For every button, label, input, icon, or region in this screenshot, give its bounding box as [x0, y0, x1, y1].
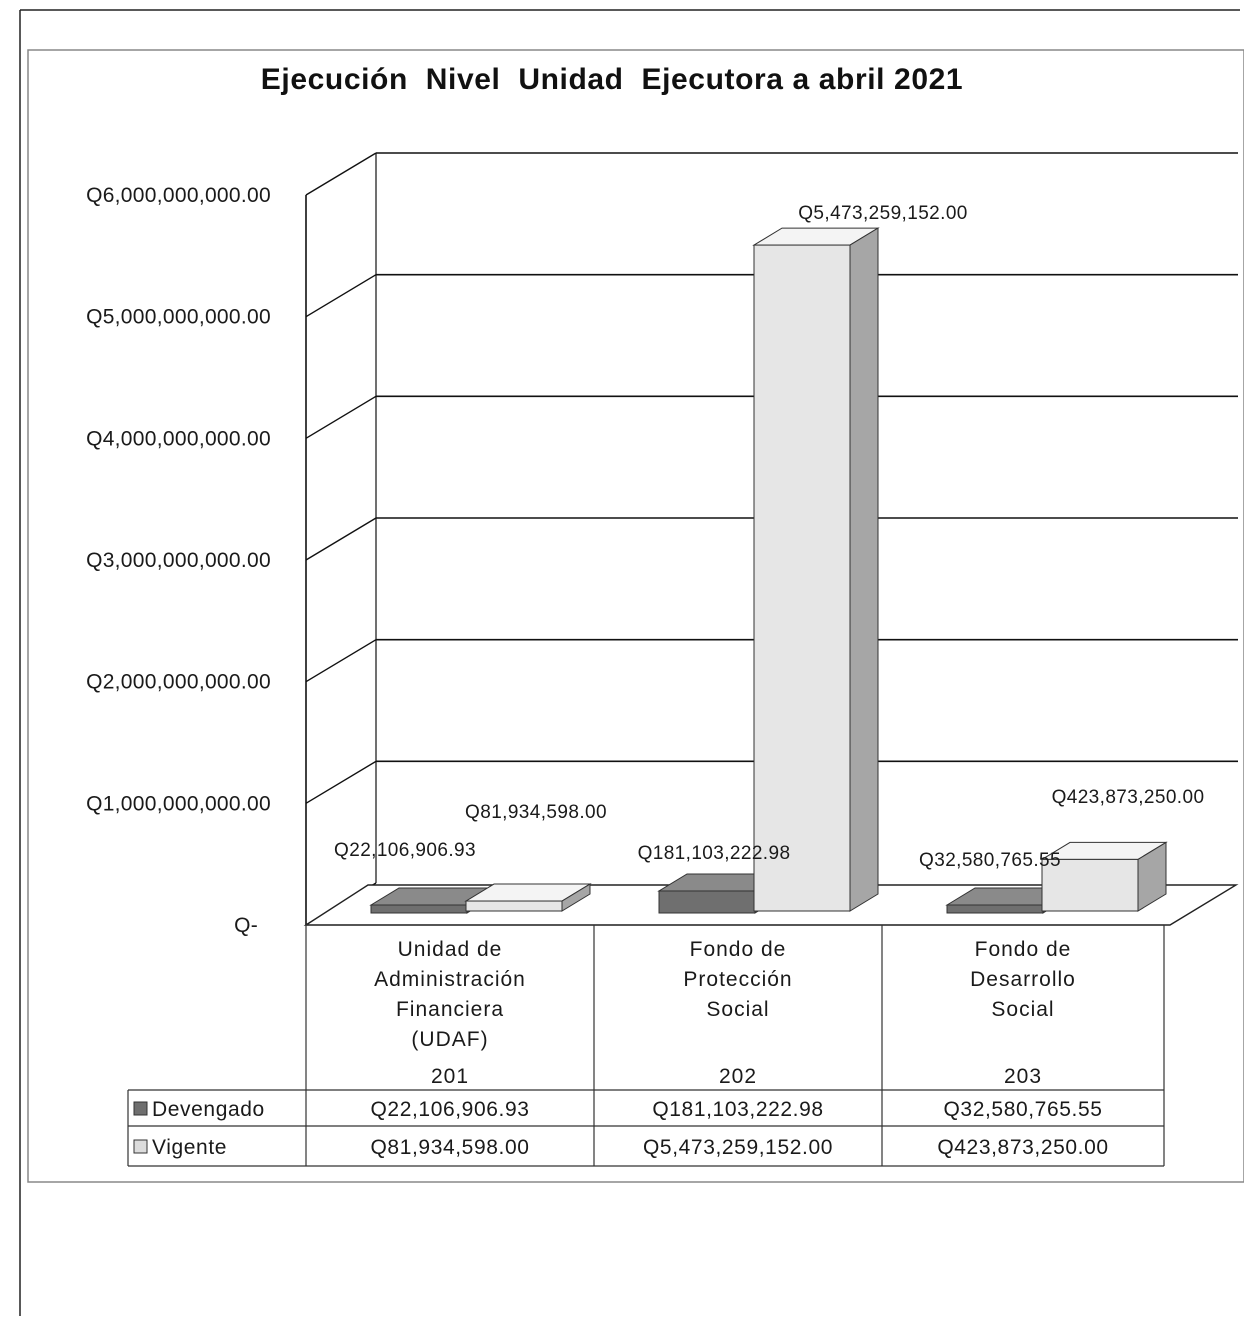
bars	[369, 227, 1168, 914]
bar	[946, 904, 1044, 914]
category-label: Unidad de	[398, 938, 503, 961]
category-code: 201	[431, 1065, 469, 1088]
table-cell: Q22,106,906.93	[370, 1098, 529, 1121]
y-axis-labels: Q- Q1,000,000,000.00 Q2,000,000,000.00 Q3,0…	[86, 184, 271, 937]
page-border	[19, 9, 1240, 1316]
bar	[370, 904, 468, 914]
bar	[658, 890, 756, 914]
chart-frame	[27, 49, 1244, 1183]
table-cell: Q181,103,222.98	[652, 1098, 823, 1121]
category-label: Fondo de	[690, 938, 787, 961]
data-label: Q22,106,906.93	[334, 840, 476, 861]
y-tick-label: Q5,000,000,000.00	[86, 306, 271, 329]
category-label: Social	[991, 998, 1054, 1021]
data-label: Q81,934,598.00	[465, 802, 607, 823]
data-label: Q5,473,259,152.00	[798, 203, 968, 224]
legend-swatch	[133, 1139, 148, 1154]
data-table: Unidad de Administración Financiera (UDAF) 2…	[127, 924, 1165, 1167]
y-tick-label: Q-	[234, 914, 258, 937]
table-cell: Q32,580,765.55	[943, 1098, 1102, 1121]
data-label: Q181,103,222.98	[638, 843, 791, 864]
gridline-depth	[305, 760, 377, 804]
category-label: Fondo de	[975, 938, 1072, 961]
gridline-depth	[305, 152, 377, 196]
category-code: 203	[1004, 1065, 1042, 1088]
data-labels: Q22,106,906.93 Q181,103,222.98 Q32,580,765…	[334, 203, 1204, 871]
legend-swatch	[133, 1101, 148, 1116]
y-tick-label: Q2,000,000,000.00	[86, 671, 271, 694]
bar	[753, 244, 851, 912]
gridline-depth	[305, 517, 377, 561]
category-label: Protección	[683, 968, 792, 991]
y-tick-label: Q3,000,000,000.00	[86, 549, 271, 572]
bar	[1041, 858, 1139, 912]
bar	[465, 900, 563, 912]
gridline-depth	[305, 395, 377, 439]
y-tick-label: Q4,000,000,000.00	[86, 427, 271, 450]
legend-label: Vigente	[152, 1136, 227, 1159]
category-label: Financiera	[396, 998, 504, 1021]
table-cell: Q423,873,250.00	[937, 1136, 1108, 1159]
table-cell: Q5,473,259,152.00	[643, 1136, 833, 1159]
category-label: Administración	[374, 968, 526, 991]
y-tick-label: Q6,000,000,000.00	[86, 184, 271, 207]
chart-title: Ejecución Nivel Unidad Ejecutora a abril…	[261, 63, 963, 96]
category-label: Desarrollo	[970, 968, 1076, 991]
table-cell: Q81,934,598.00	[370, 1136, 529, 1159]
data-label: Q423,873,250.00	[1052, 787, 1205, 808]
data-label: Q32,580,765.55	[919, 850, 1061, 871]
gridline-depth	[305, 274, 377, 318]
gridline-depth	[305, 639, 377, 683]
bar-side	[849, 227, 879, 912]
category-label: Social	[706, 998, 769, 1021]
category-code: 202	[719, 1065, 757, 1088]
legend-label: Devengado	[152, 1098, 265, 1121]
y-tick-label: Q1,000,000,000.00	[86, 792, 271, 815]
category-label: (UDAF)	[411, 1028, 488, 1051]
